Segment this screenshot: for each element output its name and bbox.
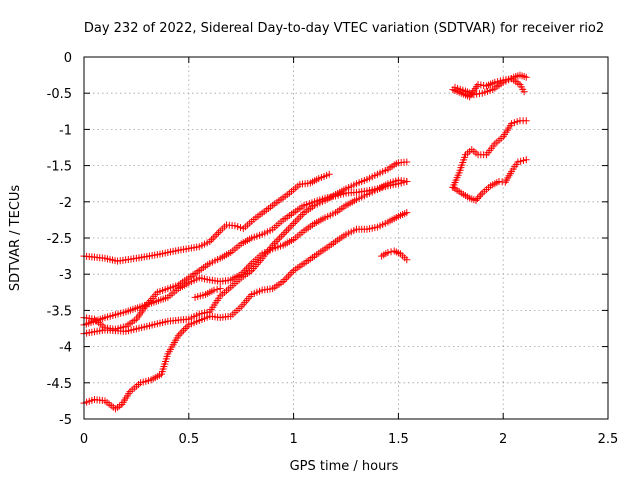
data-point	[288, 221, 296, 229]
y-tick-label: -1	[59, 123, 72, 138]
data-points	[80, 71, 530, 413]
grid-lines	[84, 57, 608, 419]
data-point	[279, 277, 287, 285]
data-point	[522, 117, 530, 125]
y-tick-label: -1.5	[47, 160, 72, 175]
data-point	[210, 286, 218, 294]
y-tick-label: -5	[59, 413, 72, 428]
data-point	[403, 256, 411, 264]
y-tick-label: -3	[59, 268, 72, 283]
data-point	[474, 195, 482, 203]
data-point	[216, 285, 224, 293]
data-point	[213, 285, 221, 293]
data-point	[244, 263, 252, 271]
data-point	[211, 232, 219, 240]
y-tick-label: -2	[59, 196, 72, 211]
x-tick-label: 0.5	[178, 432, 199, 447]
data-point	[281, 229, 289, 237]
data-point	[293, 216, 301, 224]
y-tick-label: -4	[59, 341, 72, 356]
data-point	[520, 88, 528, 96]
x-axis-label: GPS time / hours	[290, 459, 399, 474]
data-point	[283, 274, 291, 282]
data-point	[279, 230, 287, 238]
data-point	[214, 229, 222, 237]
y-tick-label: -2.5	[47, 232, 72, 247]
data-point	[237, 270, 245, 278]
data-point	[283, 227, 291, 235]
data-point	[206, 238, 214, 246]
data-point	[403, 158, 411, 166]
x-tick-label: 2.5	[598, 432, 619, 447]
data-point	[276, 234, 284, 242]
data-point	[272, 238, 280, 246]
data-point	[325, 170, 333, 178]
data-point	[239, 268, 247, 276]
data-point	[241, 267, 249, 275]
y-tick-label: -3.5	[47, 304, 72, 319]
data-point	[298, 210, 306, 218]
y-tick-label: 0	[64, 51, 72, 66]
data-point	[277, 232, 285, 240]
x-tick-label: 1.5	[388, 432, 409, 447]
data-point	[209, 234, 217, 242]
data-point	[477, 191, 485, 199]
data-point	[522, 156, 530, 164]
x-tick-label: 2	[499, 432, 507, 447]
y-tick-labels: 0 -0.5 -1 -1.5 -2 -2.5 -3 -3.5 -4 -4.5 -5	[47, 51, 72, 428]
data-point	[208, 236, 216, 244]
data-point	[284, 272, 292, 280]
x-tick-labels: 0 0.5 1 1.5 2 2.5	[80, 432, 618, 447]
chart-title: Day 232 of 2022, Sidereal Day-to-day VTE…	[84, 21, 604, 36]
data-point	[288, 268, 296, 276]
data-point	[291, 218, 299, 226]
data-point	[295, 214, 303, 222]
plot-frame	[83, 56, 609, 420]
data-point	[472, 196, 480, 204]
data-point	[181, 325, 189, 332]
data-point	[274, 236, 282, 244]
y-axis-label: SDTVAR / TECUs	[8, 185, 23, 292]
x-tick-label: 1	[289, 432, 297, 447]
y-tick-label: -4.5	[47, 377, 72, 392]
data-point	[297, 212, 305, 220]
data-point	[180, 326, 188, 334]
axis-ticks	[83, 56, 609, 420]
data-point	[286, 270, 294, 278]
data-point	[178, 328, 186, 336]
data-point	[403, 178, 411, 186]
data-point	[284, 225, 292, 233]
data-point	[242, 265, 250, 273]
data-point	[286, 223, 294, 231]
x-tick-label: 0	[80, 432, 88, 447]
data-point	[174, 332, 182, 340]
data-point	[475, 193, 483, 201]
data-point	[384, 248, 392, 256]
data-point	[281, 276, 289, 284]
data-point	[290, 220, 298, 228]
data-point	[522, 73, 530, 81]
data-point	[270, 239, 278, 247]
data-point	[176, 330, 184, 338]
data-point	[403, 209, 411, 217]
y-tick-label: -0.5	[47, 87, 72, 102]
data-point	[183, 323, 191, 331]
data-point	[246, 261, 254, 269]
data-point	[213, 230, 221, 238]
